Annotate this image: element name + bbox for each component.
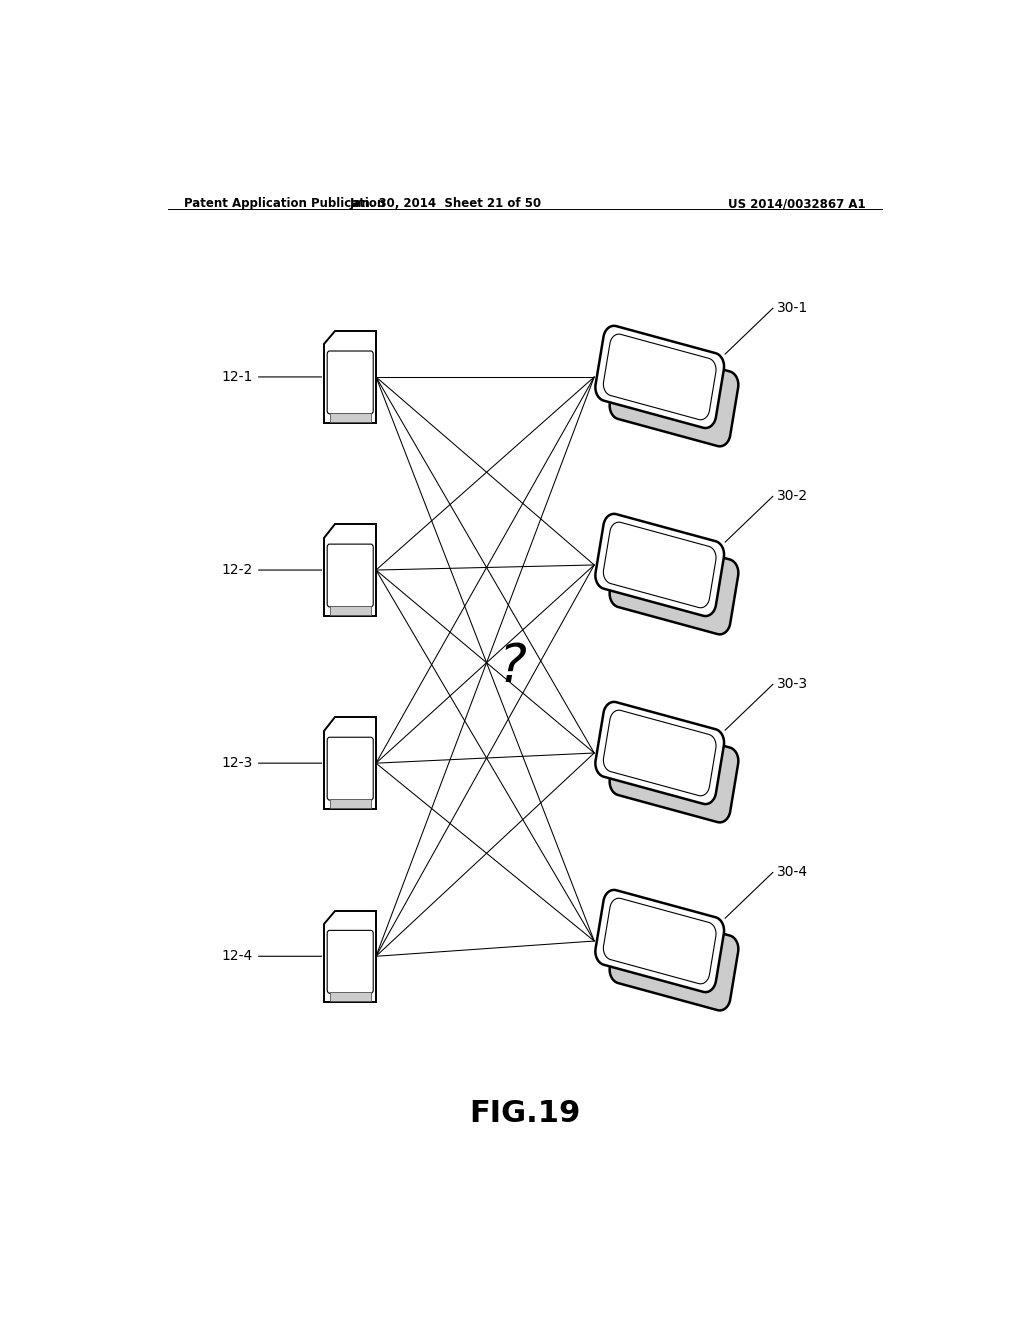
Text: 12-3: 12-3 <box>222 756 322 770</box>
Text: Patent Application Publication: Patent Application Publication <box>183 197 385 210</box>
Polygon shape <box>603 523 716 607</box>
Polygon shape <box>595 890 724 993</box>
FancyBboxPatch shape <box>328 931 373 993</box>
Text: 30-4: 30-4 <box>777 866 808 879</box>
FancyBboxPatch shape <box>328 544 373 607</box>
Bar <box>330 991 371 1001</box>
Bar <box>330 413 371 422</box>
Bar <box>330 606 371 615</box>
Text: 12-2: 12-2 <box>222 564 322 577</box>
Text: ?: ? <box>499 640 527 693</box>
FancyBboxPatch shape <box>328 351 373 414</box>
Polygon shape <box>325 524 376 616</box>
Polygon shape <box>603 710 716 796</box>
FancyBboxPatch shape <box>328 738 373 800</box>
Polygon shape <box>325 911 376 1002</box>
Polygon shape <box>325 331 376 422</box>
Polygon shape <box>609 345 738 446</box>
Polygon shape <box>603 898 716 983</box>
Text: 30-1: 30-1 <box>777 301 808 315</box>
Polygon shape <box>595 513 724 616</box>
Text: FIG.19: FIG.19 <box>469 1100 581 1129</box>
Polygon shape <box>609 908 738 1010</box>
Text: 12-4: 12-4 <box>222 949 322 964</box>
Polygon shape <box>609 721 738 822</box>
Polygon shape <box>603 334 716 420</box>
Text: 30-2: 30-2 <box>777 490 808 503</box>
Polygon shape <box>595 702 724 804</box>
Polygon shape <box>595 326 724 428</box>
Polygon shape <box>325 718 376 809</box>
Text: Jan. 30, 2014  Sheet 21 of 50: Jan. 30, 2014 Sheet 21 of 50 <box>349 197 542 210</box>
Text: US 2014/0032867 A1: US 2014/0032867 A1 <box>728 197 866 210</box>
Polygon shape <box>609 532 738 635</box>
Text: 12-1: 12-1 <box>221 370 322 384</box>
Bar <box>330 799 371 808</box>
Text: 30-3: 30-3 <box>777 677 808 692</box>
